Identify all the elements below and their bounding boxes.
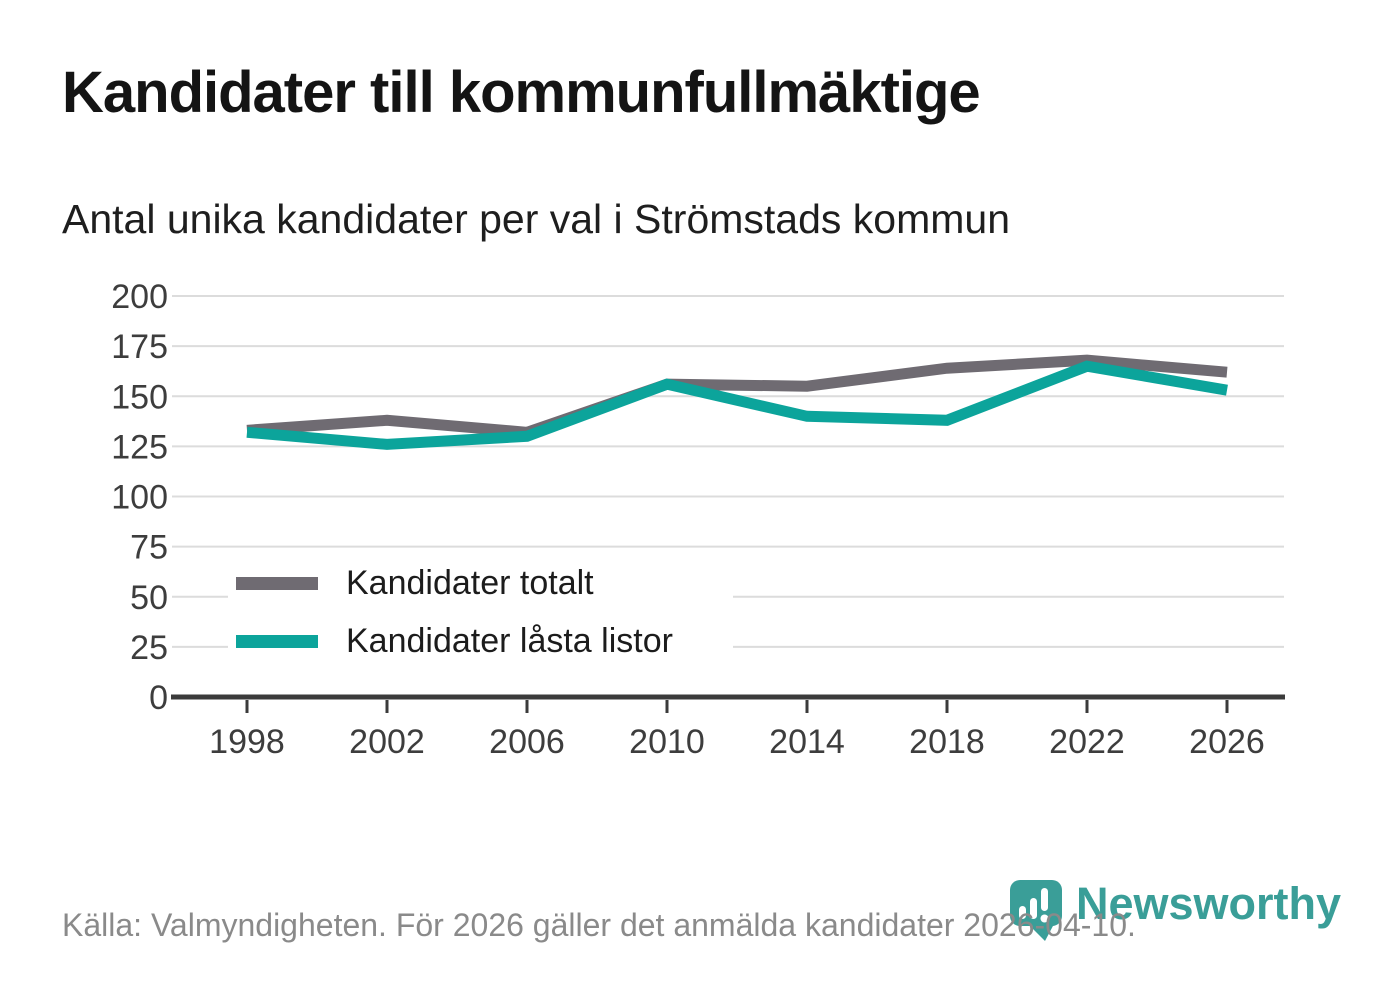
chart-subtitle: Antal unika kandidater per val i Strömst…: [62, 196, 1011, 242]
legend-swatch-total: [236, 576, 318, 590]
x-tick-label: 1998: [209, 723, 285, 761]
legend-swatch-locked-lists: [236, 634, 318, 648]
legend-label-total: Kandidater totalt: [346, 563, 594, 602]
x-tick-label: 2006: [489, 723, 565, 761]
y-axis-labels: 0 25 50 75 100 125 150 175 200: [111, 278, 168, 717]
y-tick-label: 175: [111, 328, 168, 366]
y-tick-label: 200: [111, 278, 168, 316]
x-tick-label: 2010: [629, 723, 705, 761]
y-tick-label: 0: [149, 679, 168, 717]
y-tick-label: 100: [111, 479, 168, 517]
newsworthy-logo-icon: [1010, 880, 1062, 941]
y-tick-label: 125: [111, 428, 168, 466]
chart-legend: Kandidater totalt Kandidater låsta listo…: [228, 551, 733, 677]
y-tick-label: 25: [130, 629, 168, 667]
x-tick-label: 2018: [909, 723, 985, 761]
legend-item-locked-lists: Kandidater låsta listor: [236, 619, 723, 663]
x-tick-label: 2026: [1189, 723, 1265, 761]
y-tick-label: 50: [130, 579, 168, 617]
series-line-locked-lists: [246, 360, 1228, 450]
x-tick-label: 2002: [349, 723, 425, 761]
y-tick-label: 75: [130, 529, 168, 567]
series-line-total: [246, 354, 1228, 438]
x-tick-label: 2014: [769, 723, 845, 761]
legend-item-total: Kandidater totalt: [236, 561, 723, 605]
x-axis: 1998 2002 2006 2010 2014 2018 2022 2026: [171, 694, 1285, 761]
y-tick-label: 150: [111, 378, 168, 416]
source-note: Källa: Valmyndigheten. För 2026 gäller d…: [62, 907, 1136, 943]
legend-label-locked-lists: Kandidater låsta listor: [346, 621, 673, 660]
bar-chart-icon: [1019, 888, 1049, 923]
chart-title: Kandidater till kommunfullmäktige: [62, 60, 981, 125]
x-tick-label: 2022: [1049, 723, 1125, 761]
newsworthy-logo-text: Newsworthy: [1076, 878, 1342, 929]
newsworthy-logo: Newsworthy: [1008, 876, 1341, 948]
